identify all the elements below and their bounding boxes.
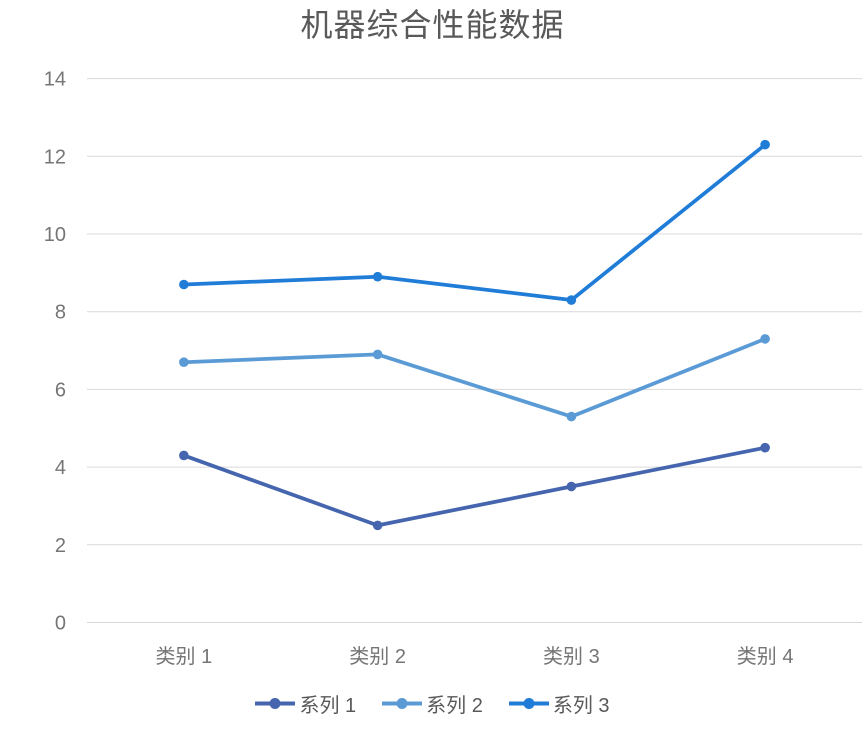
data-point-marker bbox=[372, 271, 383, 282]
data-point-marker bbox=[179, 450, 189, 461]
legend-item: 系列 3 bbox=[508, 689, 610, 718]
series-line bbox=[182, 142, 767, 302]
legend-marker-icon bbox=[508, 697, 549, 709]
x-axis-label: 类别 3 bbox=[543, 645, 600, 668]
y-tick-label: 4 bbox=[55, 457, 66, 479]
legend-label: 系列 2 bbox=[426, 694, 483, 717]
data-point-marker bbox=[760, 139, 770, 150]
data-point-marker bbox=[372, 349, 383, 360]
y-tick-label: 2 bbox=[55, 535, 66, 557]
x-axis-label: 类别 2 bbox=[349, 645, 406, 668]
data-point-marker bbox=[179, 279, 189, 290]
legend-label: 系列 3 bbox=[552, 694, 610, 717]
data-point-marker bbox=[760, 334, 770, 344]
series-line bbox=[182, 337, 767, 419]
y-tick-label: 14 bbox=[44, 69, 66, 91]
data-point-marker bbox=[566, 481, 577, 492]
legend-marker-icon bbox=[255, 697, 296, 709]
data-point-marker bbox=[566, 295, 577, 305]
legend-label: 系列 1 bbox=[299, 694, 357, 717]
legend-marker-icon bbox=[382, 697, 423, 709]
legend-item: 系列 2 bbox=[382, 689, 483, 718]
y-tick-label: 12 bbox=[44, 146, 66, 168]
series-line bbox=[182, 445, 767, 528]
y-tick-label: 8 bbox=[55, 302, 66, 324]
legend: 系列 1 系列 2 系列 3 bbox=[0, 686, 865, 720]
x-axis-label: 类别 4 bbox=[737, 645, 794, 668]
legend-item: 系列 1 bbox=[255, 689, 356, 718]
data-point-marker bbox=[566, 411, 577, 422]
data-point-marker bbox=[372, 520, 383, 531]
y-tick-label: 0 bbox=[55, 613, 66, 635]
y-tick-label: 10 bbox=[44, 224, 66, 246]
chart-title: 机器综合性能数据 bbox=[300, 7, 565, 43]
data-point-marker bbox=[179, 357, 189, 368]
y-tick-label: 6 bbox=[55, 379, 66, 401]
x-axis-label: 类别 1 bbox=[156, 645, 213, 668]
data-point-marker bbox=[760, 442, 770, 453]
